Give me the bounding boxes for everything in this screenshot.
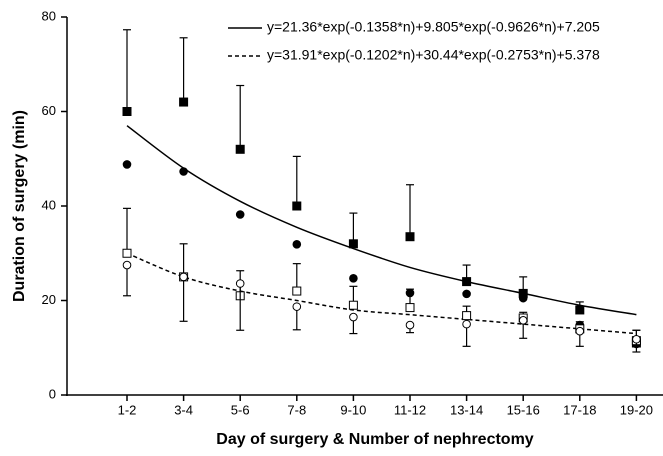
marker xyxy=(348,239,358,249)
x-tick-label: 11-12 xyxy=(394,402,426,417)
marker xyxy=(292,201,302,211)
marker xyxy=(405,320,415,330)
marker xyxy=(179,97,189,107)
marker xyxy=(122,260,132,270)
y-tick-label: 60 xyxy=(42,103,56,118)
x-tick-label: 13-14 xyxy=(450,402,483,417)
marker xyxy=(179,272,188,282)
marker xyxy=(518,293,528,303)
x-tick-label: 9-10 xyxy=(340,402,366,417)
marker xyxy=(292,239,302,249)
x-tick-label: 15-16 xyxy=(507,402,540,417)
marker xyxy=(122,248,132,258)
x-tick-label: 3-4 xyxy=(174,402,193,417)
marker xyxy=(462,289,471,299)
marker xyxy=(575,305,585,315)
fit-line xyxy=(126,125,637,316)
y-tick-label: 0 xyxy=(49,386,56,401)
marker xyxy=(348,300,358,310)
x-tick-label: 1-2 xyxy=(118,402,137,417)
marker xyxy=(235,279,245,288)
marker xyxy=(462,277,472,287)
legend-label: y=31.91*exp(-0.1202*n)+30.44*exp(-0.2753… xyxy=(267,47,600,63)
x-tick-label: 19-20 xyxy=(620,402,653,417)
marker xyxy=(235,144,245,154)
x-tick-label: 17-18 xyxy=(563,402,596,417)
legend-label: y=21.36*exp(-0.1358*n)+9.805*exp(-0.9626… xyxy=(267,19,600,35)
marker xyxy=(518,316,528,325)
marker xyxy=(405,232,415,242)
marker xyxy=(462,319,471,329)
marker xyxy=(292,286,302,296)
y-tick-label: 80 xyxy=(42,8,56,23)
x-axis-title: Day of surgery & Number of nephrectomy xyxy=(216,431,534,448)
x-tick-label: 7-8 xyxy=(287,402,306,417)
marker xyxy=(179,167,188,176)
y-tick-label: 20 xyxy=(42,292,56,307)
marker xyxy=(575,326,585,336)
marker xyxy=(405,303,415,313)
marker xyxy=(292,302,302,311)
marker xyxy=(235,210,245,219)
x-tick-label: 5-6 xyxy=(231,402,250,417)
marker xyxy=(349,273,358,283)
y-axis-title: Duration of surgery (min) xyxy=(11,110,28,302)
marker xyxy=(122,160,132,169)
marker xyxy=(349,312,358,322)
marker xyxy=(462,311,472,321)
fit-line xyxy=(126,252,637,335)
marker xyxy=(122,107,132,116)
marker xyxy=(632,334,641,344)
y-tick-label: 40 xyxy=(42,197,56,212)
